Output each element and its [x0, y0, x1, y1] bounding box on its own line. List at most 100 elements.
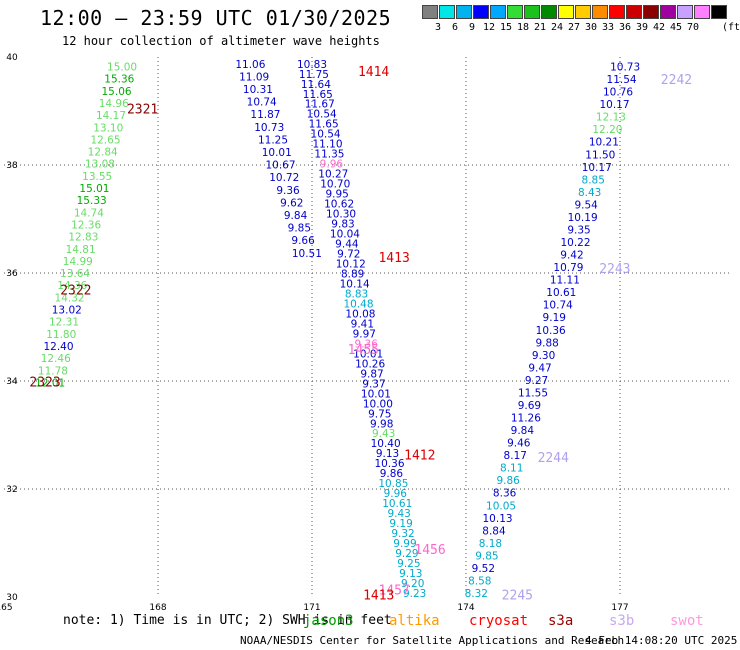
wave-height-value: 9.32 [391, 528, 414, 540]
wave-height-value: 10.73 [254, 122, 284, 134]
legend-swatch [541, 5, 557, 19]
wave-height-value: 11.87 [250, 109, 280, 121]
legend-swatch [524, 5, 540, 19]
map-title: 12:00 – 23:59 UTC 01/30/2025 [40, 6, 392, 30]
legend-label: 30 [584, 22, 598, 33]
legend-swatch [660, 5, 676, 19]
wave-height-value: 9.96 [320, 159, 344, 171]
wave-height-value: 10.36 [374, 458, 404, 470]
wave-height-value: 9.86 [496, 475, 520, 487]
wave-height-value: 9.95 [325, 189, 348, 201]
pass-time-label: 2245 [502, 589, 533, 604]
wave-height-value: 10.08 [345, 308, 375, 320]
wave-height-value: 10.27 [318, 169, 348, 181]
wave-height-value: 10.40 [371, 438, 401, 450]
wave-height-value: 9.23 [403, 588, 426, 600]
y-tick-label: 30 [6, 593, 18, 603]
wave-height-value: 8.17 [504, 450, 527, 462]
wave-height-value: 10.14 [340, 278, 370, 290]
wave-height-value: 12.40 [43, 341, 73, 353]
legend-label: 9 [468, 22, 476, 33]
wave-height-value: 14.17 [96, 110, 126, 122]
legend-label: 27 [567, 22, 581, 33]
wave-height-value: 9.86 [380, 468, 404, 480]
legend-swatch [575, 5, 591, 19]
wave-height-value: 9.25 [397, 558, 420, 570]
x-tick-label: 165 [0, 603, 13, 613]
wave-height-value: 10.17 [599, 99, 629, 111]
wave-height-value: 9.96 [384, 488, 408, 500]
pass-time-label: 2244 [538, 451, 569, 466]
wave-height-value: 10.70 [320, 179, 350, 191]
wave-height-value: 10.12 [336, 258, 366, 270]
wave-height-value: 8.83 [345, 288, 368, 300]
wave-height-value: 14.32 [55, 292, 85, 304]
wave-height-value: 9.29 [395, 548, 418, 560]
pass-time-label: 2323 [29, 375, 60, 390]
wave-height-value: 9.30 [532, 350, 555, 362]
wave-height-value: 9.83 [331, 219, 354, 231]
pass-time-label: 1413 [378, 251, 409, 266]
wave-height-value: 9.97 [353, 328, 376, 340]
wave-height-value: 10.79 [553, 262, 583, 274]
lat-lon-grid [4, 57, 730, 597]
generated-timestamp: 4 Feb 14:08:20 UTC 2025 [585, 634, 738, 647]
wave-height-value: 10.48 [343, 298, 373, 310]
wave-height-value: 9.52 [472, 563, 495, 575]
wave-height-value: 15.36 [104, 74, 134, 86]
wave-height-value: 9.27 [525, 375, 548, 387]
y-tick-label: 34 [6, 377, 18, 387]
wave-height-value: 15.33 [77, 195, 107, 207]
wave-height-value: 11.75 [299, 69, 329, 81]
map-subtitle: 12 hour collection of altimeter wave hei… [62, 34, 380, 48]
legend-label: 36 [618, 22, 632, 33]
wave-height-value: 11.55 [518, 387, 548, 399]
wave-height-value: 10.36 [536, 325, 566, 337]
wave-height-value: 11.25 [258, 134, 288, 146]
wave-height-value: 12.01 [35, 377, 65, 389]
wave-height-value: 10.00 [363, 398, 393, 410]
wave-height-value: 11.50 [585, 149, 615, 161]
wave-height-value: 14.81 [66, 244, 96, 256]
wave-height-value: 11.10 [312, 139, 342, 151]
wave-height-value: 9.47 [528, 362, 551, 374]
pass-time-label: 1413 [363, 589, 394, 604]
legend-swatch [490, 5, 506, 19]
pass-time-label: 2243 [599, 262, 630, 277]
y-tick-label: 36 [6, 269, 18, 279]
mission-cryosat: cryosat [469, 613, 529, 629]
wave-height-value: 8.11 [500, 463, 523, 475]
wave-height-value: 10.74 [543, 300, 573, 312]
legend-label: 3 [434, 22, 442, 33]
pass-annotations: 1414 2242 2321 1413 2243 2322 1455 2323 1412 2244… [29, 65, 692, 604]
legend-unit: (ft) [722, 22, 740, 33]
wave-height-value: 8.58 [468, 575, 491, 587]
wave-height-value: 14.74 [74, 207, 104, 219]
wave-height-value: 10.17 [582, 162, 612, 174]
wave-height-value: 8.84 [482, 525, 506, 537]
legend-swatch [643, 5, 659, 19]
legend-swatch [626, 5, 642, 19]
wave-height-value: 10.73 [610, 62, 640, 74]
wave-height-value: 9.19 [389, 518, 412, 530]
wave-height-value: 11.65 [309, 119, 339, 131]
wave-height-value: 10.54 [307, 109, 337, 121]
wave-height-value: 9.35 [567, 224, 590, 236]
legend-label: 15 [499, 22, 513, 33]
wave-height-value: 10.83 [297, 59, 327, 71]
wave-height-value: 9.98 [370, 418, 393, 430]
wave-height-value: 11.35 [314, 149, 344, 161]
legend-swatch [507, 5, 523, 19]
wave-height-value: 13.08 [85, 159, 115, 171]
wave-height-value: 9.37 [362, 378, 385, 390]
wave-height-value: 11.65 [303, 89, 333, 101]
wave-height-value: 9.41 [351, 318, 374, 330]
wave-height-value: 11.26 [511, 413, 541, 425]
wave-height-value: 11.80 [46, 329, 76, 341]
legend-swatch [609, 5, 625, 19]
wave-height-value: 10.05 [486, 500, 516, 512]
wave-height-value: 9.19 [543, 312, 566, 324]
footer-note: note: 1) Time is in UTC; 2) SWH is in fe… [63, 613, 392, 628]
legend-label: 33 [601, 22, 615, 33]
wave-height-value: 10.54 [311, 129, 341, 141]
